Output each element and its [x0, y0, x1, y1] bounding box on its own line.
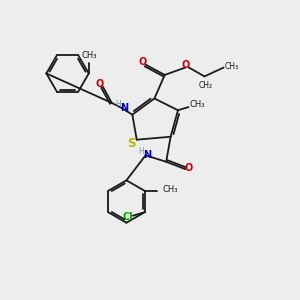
- Text: CH₃: CH₃: [163, 185, 178, 194]
- Text: N: N: [143, 150, 151, 160]
- Text: Cl: Cl: [122, 212, 133, 222]
- Text: CH₃: CH₃: [81, 51, 97, 60]
- Text: CH₃: CH₃: [224, 61, 239, 70]
- Text: O: O: [95, 79, 103, 89]
- Text: CH₂: CH₂: [198, 81, 212, 90]
- Text: O: O: [139, 57, 147, 67]
- Text: CH₃: CH₃: [190, 100, 206, 109]
- Text: S: S: [127, 137, 136, 150]
- Text: H: H: [116, 100, 122, 109]
- Text: N: N: [120, 103, 128, 113]
- Text: O: O: [185, 163, 193, 173]
- Text: H: H: [138, 147, 144, 156]
- Text: O: O: [182, 60, 190, 70]
